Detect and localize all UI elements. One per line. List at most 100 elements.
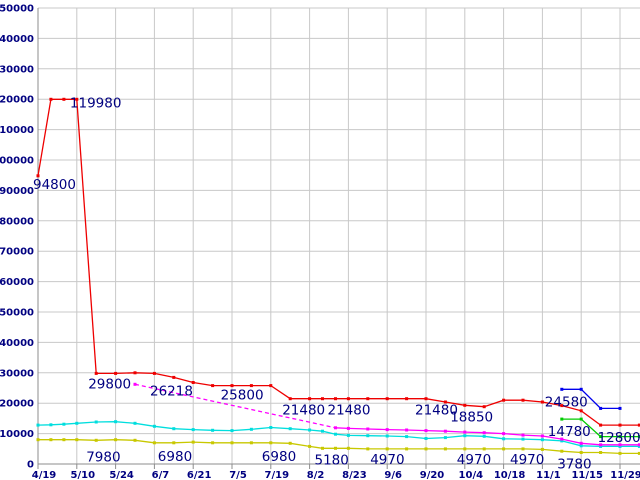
green-line-marker — [637, 435, 640, 439]
red-line-marker — [94, 371, 98, 375]
red-line-marker — [321, 397, 324, 401]
red-line-marker — [385, 397, 389, 401]
y-tick-label: 30000 — [0, 368, 34, 379]
magenta-line-marker — [599, 443, 603, 447]
data-label: 5180 — [315, 452, 349, 468]
x-tick-label: 10/4 — [459, 470, 484, 480]
olive-line-marker — [618, 451, 622, 455]
olive-line-marker — [269, 441, 273, 445]
data-label: 4970 — [457, 452, 491, 468]
y-tick-label: 140000 — [0, 34, 34, 45]
magenta-line-marker — [424, 429, 428, 433]
olive-line-marker — [321, 446, 324, 450]
red-line-marker — [62, 97, 66, 101]
olive-line-marker — [211, 441, 215, 445]
x-tick-label: 9/20 — [420, 470, 445, 480]
cyan-line-marker — [346, 433, 350, 437]
red-line-marker — [230, 384, 234, 388]
cyan-line-marker — [618, 444, 622, 448]
cyan-line-marker — [269, 426, 273, 429]
cyan-line-marker — [443, 436, 447, 440]
cyan-line-marker — [249, 427, 253, 431]
red-line-marker — [288, 397, 292, 401]
magenta-dashed-line — [134, 383, 336, 429]
red-line-marker — [191, 381, 195, 384]
data-label: 21480 — [282, 403, 325, 419]
data-label: 18850 — [450, 410, 493, 426]
data-label: 29800 — [88, 376, 131, 392]
red-line-marker — [334, 397, 337, 401]
olive-line-marker — [288, 441, 292, 445]
magenta-line-marker — [463, 430, 467, 434]
red-line-marker — [269, 384, 273, 388]
cyan-line-marker — [75, 421, 79, 425]
data-label: 6980 — [262, 449, 296, 465]
red-line-marker — [308, 397, 312, 401]
red-line-marker — [211, 384, 215, 388]
red-line-marker — [443, 400, 447, 404]
data-label: 25800 — [221, 388, 264, 404]
cyan-line-marker — [49, 423, 53, 427]
blue-line-marker — [618, 406, 622, 410]
olive-line — [38, 439, 640, 455]
x-tick-label: 9/6 — [384, 470, 402, 480]
y-tick-label: 40000 — [0, 338, 34, 349]
cyan-line-marker — [521, 437, 525, 441]
cyan-line-marker — [62, 422, 66, 426]
magenta-line-marker — [637, 443, 640, 447]
red-line-marker — [49, 97, 53, 101]
blue-line-marker — [579, 387, 583, 391]
magenta-line-marker — [334, 426, 337, 430]
cyan-line-marker — [405, 435, 409, 439]
red-line-marker — [36, 174, 40, 178]
y-tick-label: 20000 — [0, 399, 34, 410]
cyan-line-marker — [599, 444, 603, 448]
data-label: 21480 — [415, 403, 458, 419]
magenta-line-marker — [443, 429, 447, 433]
data-label: 6980 — [158, 449, 192, 465]
y-tick-label: 120000 — [0, 95, 34, 106]
cyan-line-marker — [172, 427, 176, 431]
data-label: 12800 — [598, 430, 640, 446]
cyan-line — [37, 421, 640, 448]
red-line-marker — [540, 400, 544, 404]
red-line-marker — [152, 371, 156, 375]
cyan-line-marker — [482, 434, 486, 438]
olive-line-marker — [560, 449, 564, 453]
olive-line-marker — [191, 440, 195, 444]
olive-line-marker — [36, 438, 40, 442]
olive-line-marker — [230, 441, 234, 445]
red-line-marker — [599, 423, 603, 427]
olive-line-marker — [443, 447, 447, 451]
red-line-marker — [75, 97, 79, 101]
magenta-line-marker — [618, 443, 622, 447]
olive-line-marker — [405, 447, 409, 451]
magenta-line-marker — [521, 433, 525, 437]
cyan-line-marker — [579, 444, 583, 448]
red-line-marker — [579, 409, 583, 413]
x-tick-label: 7/5 — [229, 470, 247, 480]
blue-line-marker — [599, 406, 603, 410]
y-tick-label: 60000 — [0, 277, 34, 288]
data-label: 4970 — [510, 452, 544, 468]
red-line-marker — [637, 423, 640, 427]
olive-line-marker — [599, 451, 603, 454]
cyan-line-marker — [560, 439, 564, 443]
olive-line-marker — [133, 438, 137, 442]
red-line-marker — [482, 405, 486, 409]
y-tick-label: 110000 — [0, 125, 34, 136]
cyan-line-marker — [540, 438, 544, 442]
green-line-marker — [560, 417, 564, 421]
red-line-marker — [405, 397, 409, 401]
y-tick-label: 90000 — [0, 186, 34, 197]
green-line-marker — [599, 435, 603, 439]
y-tick-label: 50000 — [0, 308, 34, 319]
cyan-line-marker — [424, 437, 428, 440]
magenta-line-marker — [560, 437, 564, 441]
cyan-line-marker — [114, 420, 118, 424]
olive-line-marker — [249, 441, 253, 445]
x-tick-label: 11/29 — [610, 470, 640, 480]
